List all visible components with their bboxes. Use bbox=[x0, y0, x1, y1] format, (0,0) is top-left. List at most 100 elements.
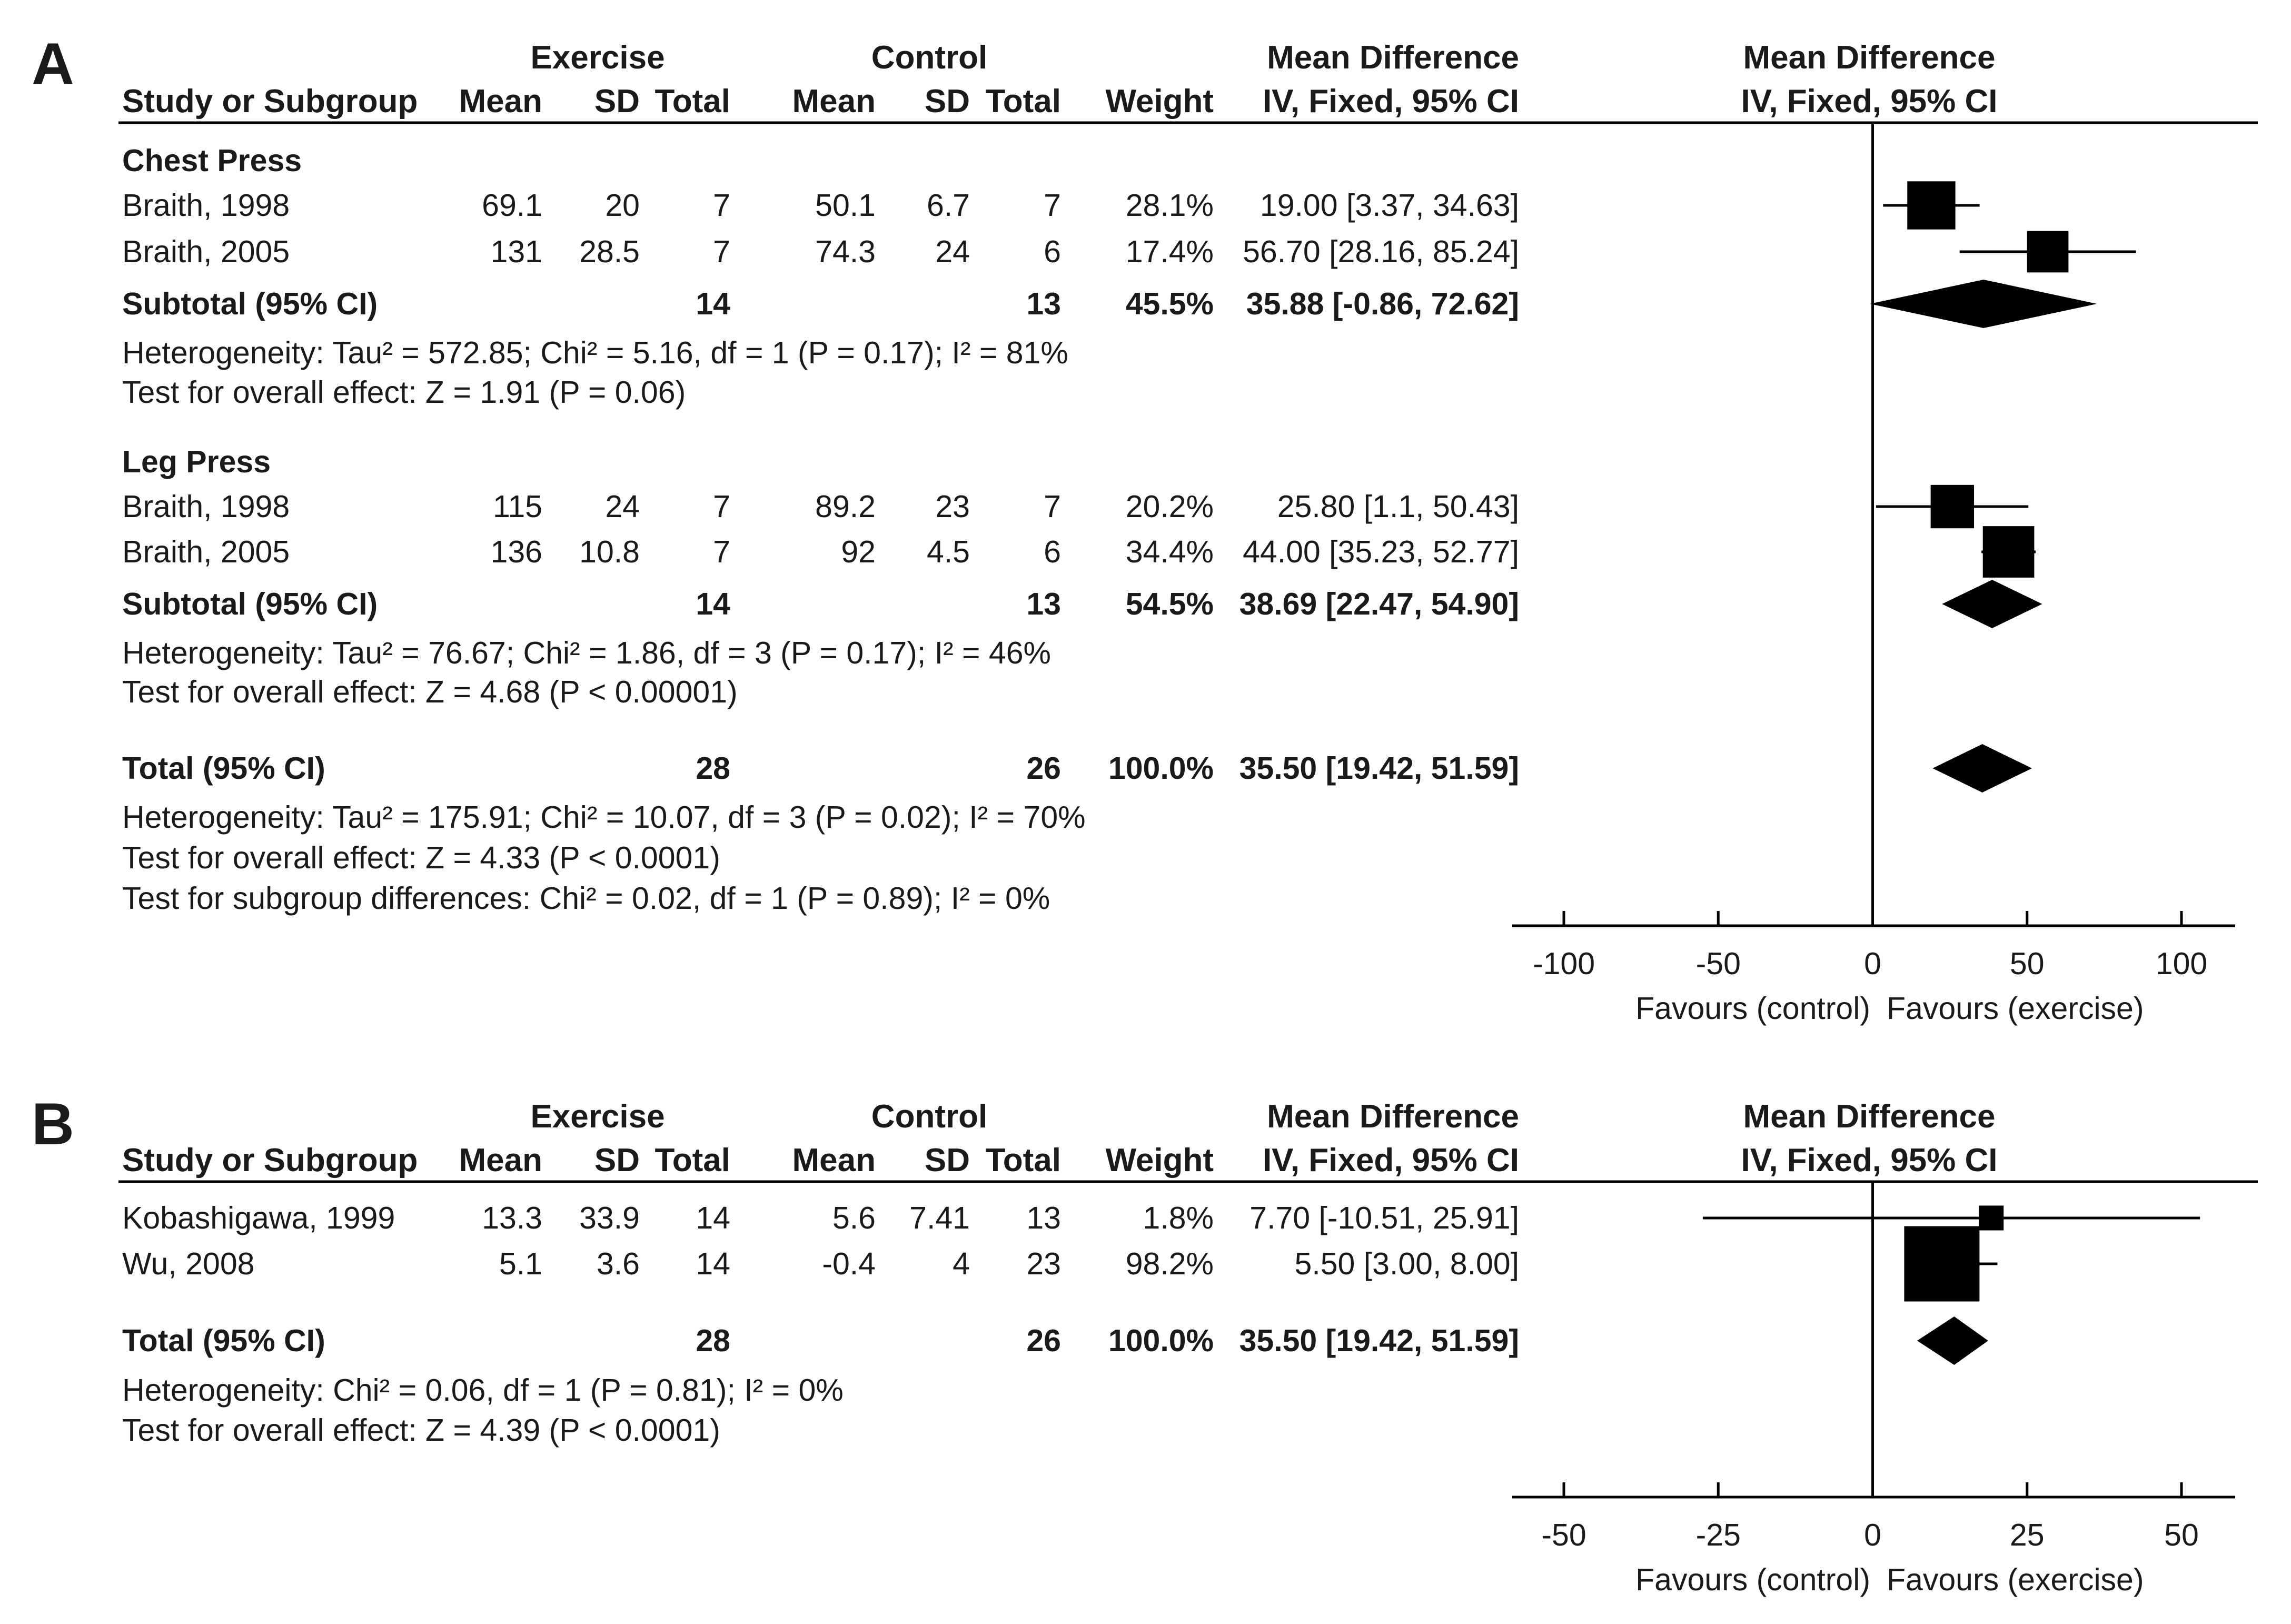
control-total: 13 bbox=[1026, 1201, 1061, 1235]
subtotal-control-total: 13 bbox=[1026, 587, 1061, 621]
study-name: Braith, 2005 bbox=[122, 534, 290, 569]
study-ci: 44.00 [35.23, 52.77] bbox=[1243, 534, 1519, 569]
exercise-total: 7 bbox=[713, 234, 730, 269]
subgroup-2: Leg Press Braith, 1998 115 24 7 89.2 23 7 20.2% 2… bbox=[122, 444, 2042, 709]
study-effect-square bbox=[1904, 1226, 1980, 1302]
total-ci: 35.50 [19.42, 51.59] bbox=[1239, 1323, 1519, 1358]
panel-a-favours-exercise-label: Favours (exercise) bbox=[1887, 991, 2144, 1026]
control-total: 6 bbox=[1044, 534, 1061, 569]
control-mean-header: Mean bbox=[792, 83, 876, 120]
panel-a: A Exercise Control Mean Difference Mean Diff… bbox=[32, 31, 2258, 1026]
panel-b-x-tick-label: 50 bbox=[2164, 1518, 2199, 1552]
exercise-sd: 33.9 bbox=[579, 1201, 640, 1235]
total-diamond bbox=[1917, 1316, 1988, 1365]
control-sd-header: SD bbox=[925, 1142, 970, 1179]
plot-ci-header: IV, Fixed, 95% CI bbox=[1741, 1142, 1997, 1179]
mean-difference-header: Mean Difference bbox=[1267, 1098, 1519, 1135]
exercise-sd: 28.5 bbox=[579, 234, 640, 269]
exercise-total: 7 bbox=[713, 188, 730, 223]
exercise-total: 14 bbox=[696, 1246, 730, 1281]
exercise-total-header: Total bbox=[655, 83, 731, 120]
subgroup-heading: Chest Press bbox=[122, 143, 302, 178]
exercise-sd: 10.8 bbox=[579, 534, 640, 569]
control-total-header: Total bbox=[986, 83, 1062, 120]
plot-mean-difference-header: Mean Difference bbox=[1743, 1098, 1996, 1135]
study-name: Braith, 2005 bbox=[122, 234, 290, 269]
control-sd: 7.41 bbox=[909, 1201, 970, 1235]
study-weight: 17.4% bbox=[1126, 234, 1214, 269]
panel-a-x-tick-label: 50 bbox=[2010, 946, 2045, 981]
control-mean-header: Mean bbox=[792, 1142, 876, 1179]
total-ci: 35.50 [19.42, 51.59] bbox=[1239, 751, 1519, 786]
total-label: Total (95% CI) bbox=[122, 1323, 325, 1358]
control-total: 23 bbox=[1026, 1246, 1061, 1281]
control-sd: 24 bbox=[935, 234, 970, 269]
total-overall-effect-note: Test for overall effect: Z = 4.33 (P < 0… bbox=[122, 840, 720, 875]
exercise-mean: 5.1 bbox=[499, 1246, 542, 1281]
total-label: Total (95% CI) bbox=[122, 751, 325, 786]
heterogeneity-note: Heterogeneity: Tau² = 572.85; Chi² = 5.1… bbox=[122, 335, 1068, 370]
subtotal-diamond bbox=[1870, 280, 2097, 328]
exercise-mean-header: Mean bbox=[459, 83, 542, 120]
total-overall-effect-note: Test for overall effect: Z = 4.39 (P < 0… bbox=[122, 1413, 720, 1448]
control-total: 7 bbox=[1044, 489, 1061, 524]
total-diamond bbox=[1932, 744, 2032, 793]
subtotal-diamond bbox=[1942, 580, 2042, 628]
control-mean: 50.1 bbox=[815, 188, 876, 223]
overall-effect-note: Test for overall effect: Z = 4.68 (P < 0… bbox=[122, 675, 738, 709]
panel-b-letter: B bbox=[32, 1091, 74, 1157]
panel-b-favours-control-label: Favours (control) bbox=[1635, 1562, 1870, 1597]
control-total: 7 bbox=[1044, 188, 1061, 223]
study-weight: 20.2% bbox=[1126, 489, 1214, 524]
total-heterogeneity-note: Heterogeneity: Chi² = 0.06, df = 1 (P = … bbox=[122, 1373, 844, 1408]
panel-b-x-tick-label: 0 bbox=[1864, 1518, 1881, 1552]
panel-a-x-tick-label: -50 bbox=[1696, 946, 1741, 981]
study-effect-square bbox=[1907, 181, 1956, 230]
plot-ci-header: IV, Fixed, 95% CI bbox=[1741, 83, 1997, 120]
exercise-group-header: Exercise bbox=[530, 39, 665, 76]
control-group-header: Control bbox=[871, 1098, 987, 1135]
exercise-mean: 115 bbox=[493, 489, 542, 524]
control-total-header: Total bbox=[986, 1142, 1062, 1179]
control-sd-header: SD bbox=[925, 83, 970, 120]
total-weight: 100.0% bbox=[1108, 751, 1214, 786]
control-mean: 92 bbox=[841, 534, 876, 569]
control-mean: 74.3 bbox=[815, 234, 876, 269]
subtotal-label: Subtotal (95% CI) bbox=[122, 587, 378, 621]
study-ci: 7.70 [-10.51, 25.91] bbox=[1249, 1201, 1519, 1235]
study-effect-square bbox=[1930, 484, 1974, 529]
exercise-sd: 24 bbox=[605, 489, 640, 524]
exercise-sd: 3.6 bbox=[597, 1246, 640, 1281]
study-name: Wu, 2008 bbox=[122, 1246, 254, 1281]
subtotal-exercise-total: 14 bbox=[696, 587, 730, 621]
total-exercise-total: 28 bbox=[696, 1323, 730, 1358]
exercise-mean: 69.1 bbox=[482, 188, 542, 223]
study-effect-square bbox=[1982, 526, 2035, 578]
control-group-header: Control bbox=[871, 39, 987, 76]
plot-mean-difference-header: Mean Difference bbox=[1743, 39, 1996, 76]
ci-header: IV, Fixed, 95% CI bbox=[1263, 83, 1519, 120]
exercise-group-header: Exercise bbox=[530, 1098, 665, 1135]
study-ci: 19.00 [3.37, 34.63] bbox=[1260, 188, 1519, 223]
control-total: 6 bbox=[1044, 234, 1061, 269]
total-control-total: 26 bbox=[1026, 751, 1061, 786]
panel-b-favours-exercise-label: Favours (exercise) bbox=[1887, 1562, 2144, 1597]
subtotal-exercise-total: 14 bbox=[696, 286, 730, 321]
subtotal-control-total: 13 bbox=[1026, 286, 1061, 321]
control-sd: 4 bbox=[953, 1246, 970, 1281]
panel-b-x-tick-label: -50 bbox=[1541, 1518, 1586, 1552]
subtotal-ci: 35.88 [-0.86, 72.62] bbox=[1246, 286, 1519, 321]
subtotal-weight: 54.5% bbox=[1126, 587, 1214, 621]
study-effect-square bbox=[2027, 231, 2069, 273]
control-sd: 6.7 bbox=[927, 188, 970, 223]
control-sd: 4.5 bbox=[927, 534, 970, 569]
panel-b: B Exercise Control Mean Difference Mean Diff… bbox=[32, 1091, 2258, 1597]
study-effect-square bbox=[1979, 1205, 2004, 1231]
study-ci: 25.80 [1.1, 50.43] bbox=[1277, 489, 1519, 524]
subgroup-differences-note: Test for subgroup differences: Chi² = 0.… bbox=[122, 881, 1050, 916]
ci-header: IV, Fixed, 95% CI bbox=[1263, 1142, 1519, 1179]
panel-a-favours-control-label: Favours (control) bbox=[1635, 991, 1870, 1026]
weight-header: Weight bbox=[1106, 83, 1214, 120]
study-ci: 56.70 [28.16, 85.24] bbox=[1243, 234, 1519, 269]
